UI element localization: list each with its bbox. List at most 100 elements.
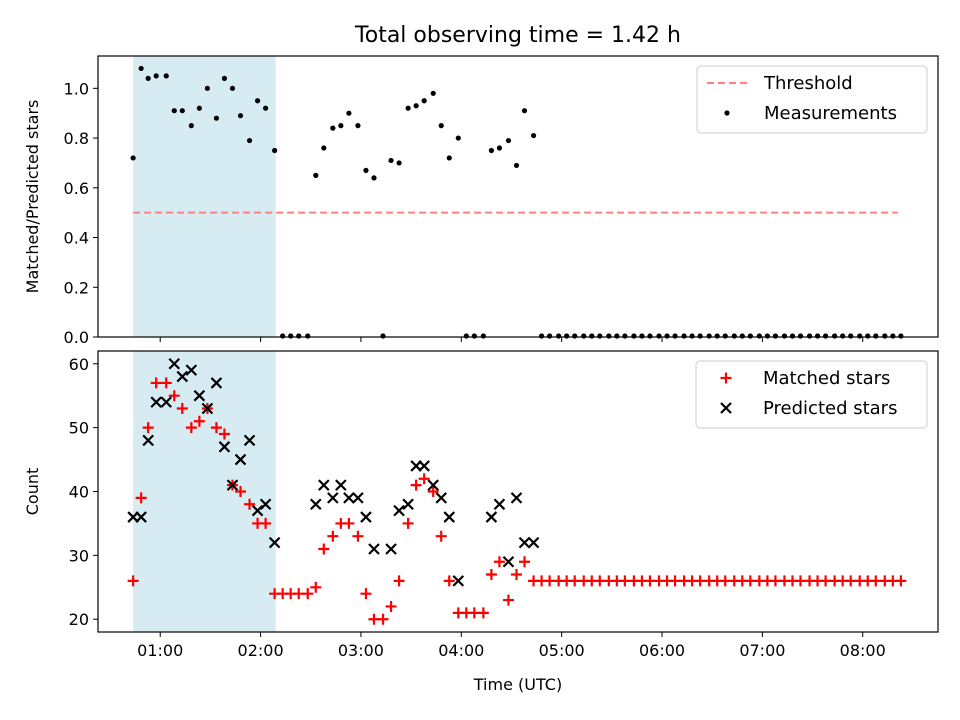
y-axis-label: Count xyxy=(23,468,42,516)
legend-predicted-swatch xyxy=(720,402,732,414)
matched-point xyxy=(443,575,455,587)
y-tick-label: 50 xyxy=(69,419,89,438)
measurement-point xyxy=(731,333,737,339)
measurement-point xyxy=(388,157,394,164)
measurement-point xyxy=(496,145,503,151)
predicted-point xyxy=(335,479,347,491)
measurement-point xyxy=(153,73,159,79)
figure-title: Total observing time = 1.42 h xyxy=(354,23,681,48)
matched-point xyxy=(260,517,272,529)
y-tick-label: 30 xyxy=(69,546,89,565)
measurement-point xyxy=(262,105,269,111)
predicted-point xyxy=(518,536,531,549)
measurement-point xyxy=(639,333,645,339)
measurement-point xyxy=(857,333,863,339)
measurement-point xyxy=(213,115,220,121)
predicted-point xyxy=(310,498,322,511)
matched-point xyxy=(360,588,372,600)
measurement-point xyxy=(706,333,712,339)
legend-box xyxy=(696,65,928,134)
y-tick-label: 0.6 xyxy=(64,179,89,198)
measurement-point xyxy=(898,333,904,339)
predicted-point xyxy=(402,498,414,511)
matched-point xyxy=(493,556,505,568)
measurement-point xyxy=(130,155,136,161)
matched-point xyxy=(502,594,514,606)
matched-point xyxy=(485,569,497,581)
matched-point xyxy=(210,422,222,434)
measurement-point xyxy=(330,125,336,131)
measurement-point xyxy=(171,108,177,114)
predicted-point xyxy=(193,389,206,402)
matched-point xyxy=(193,415,205,427)
legend-label: Measurements xyxy=(764,103,897,124)
x-tick-label: 06:00 xyxy=(639,641,685,660)
measurement-point xyxy=(806,333,813,339)
matched-point xyxy=(343,517,355,529)
matched-point xyxy=(218,428,230,440)
matched-point xyxy=(142,422,154,434)
measurement-point xyxy=(371,175,377,181)
measurement-point xyxy=(589,333,595,339)
measurement-point xyxy=(814,333,821,339)
measurement-point xyxy=(421,98,427,104)
ratio-panel: 0.0 0.2 0.4 0.6 0.8 1.0 Matched/Predicted star… xyxy=(23,55,939,347)
x-axis-label: Time (UTC) xyxy=(473,675,562,694)
measurement-point xyxy=(463,333,469,339)
predicted-point xyxy=(318,479,330,491)
predicted-point xyxy=(352,492,364,504)
x-tick-label: 07:00 xyxy=(739,641,785,660)
legend-label: Threshold xyxy=(763,73,853,94)
measurement-point xyxy=(739,333,745,339)
measurement-point xyxy=(538,333,545,339)
measurement-point xyxy=(848,333,854,339)
measurement-point xyxy=(196,105,202,111)
predicted-point xyxy=(443,511,456,523)
predicted-point xyxy=(185,364,198,376)
measurement-point xyxy=(346,110,352,116)
measurement-point xyxy=(272,147,278,154)
measurement-point xyxy=(581,333,587,339)
y-tick-label: 0.4 xyxy=(64,229,89,248)
matched-point xyxy=(895,575,907,587)
legend: Threshold Measurements xyxy=(696,65,928,134)
matched-point xyxy=(160,377,172,389)
series-predicted-stars xyxy=(127,357,540,587)
matched-point xyxy=(435,530,447,542)
predicted-point xyxy=(160,396,173,408)
predicted-point xyxy=(368,543,380,555)
shaded-interval xyxy=(133,56,276,337)
predicted-point xyxy=(142,434,154,447)
matched-point xyxy=(385,600,397,612)
measurement-point xyxy=(355,123,361,129)
measurement-point xyxy=(521,108,528,114)
matched-point xyxy=(135,492,147,504)
measurement-point xyxy=(455,135,461,141)
predicted-point xyxy=(343,492,355,504)
measurement-point xyxy=(714,333,720,339)
predicted-point xyxy=(327,492,339,504)
measurement-point xyxy=(188,123,194,129)
measurement-point xyxy=(305,333,311,339)
measurement-point xyxy=(822,333,829,339)
measurement-point xyxy=(438,123,444,129)
measurement-point xyxy=(647,333,653,339)
measurement-point xyxy=(254,98,261,104)
matched-point xyxy=(393,575,405,587)
x-tick-label: 03:00 xyxy=(338,641,384,660)
measurement-point xyxy=(772,333,779,339)
predicted-point xyxy=(268,536,281,549)
predicted-point xyxy=(385,543,397,555)
measurement-point xyxy=(338,123,344,129)
measurement-point xyxy=(221,75,228,81)
measurement-point xyxy=(597,333,603,339)
measurement-point xyxy=(163,73,169,79)
measurement-point xyxy=(405,105,411,111)
measurement-point xyxy=(797,333,804,339)
matched-point xyxy=(127,575,139,587)
measurement-point xyxy=(280,333,286,339)
measurement-point xyxy=(564,333,570,339)
measurement-point xyxy=(556,333,562,339)
legend-measurement-swatch xyxy=(724,110,730,116)
